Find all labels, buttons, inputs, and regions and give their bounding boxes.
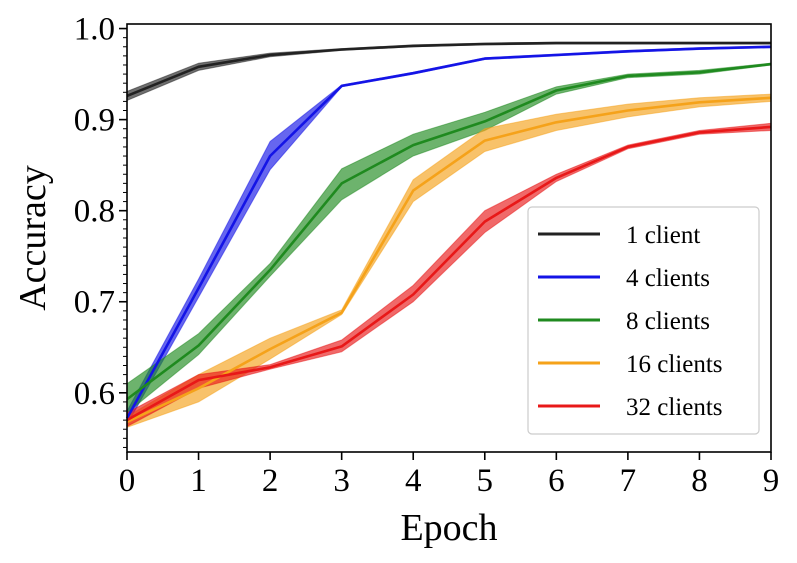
x-axis-label: Epoch bbox=[400, 507, 497, 549]
x-tick-label-1: 1 bbox=[190, 463, 207, 499]
legend-label-4: 16 clients bbox=[626, 351, 723, 378]
x-tick-label-6: 6 bbox=[548, 463, 565, 499]
x-tick-label-4: 4 bbox=[405, 463, 422, 499]
y-tick-label-0.6: 0.6 bbox=[74, 376, 115, 412]
legend: 1 client 4 clients 8 clients 16 clients 32 c… bbox=[527, 206, 760, 435]
x-tick-label-3: 3 bbox=[333, 463, 350, 499]
y-tick-label-0.8: 0.8 bbox=[74, 194, 115, 230]
legend-label-5: 32 clients bbox=[626, 394, 723, 421]
line-series-5 bbox=[126, 125, 772, 422]
legend-label-3: 8 clients bbox=[626, 308, 710, 335]
line-series-4 bbox=[126, 96, 772, 424]
x-tick-label-0: 0 bbox=[119, 463, 136, 499]
x-tick-label-8: 8 bbox=[691, 463, 708, 499]
x-tick-label-5: 5 bbox=[477, 463, 494, 499]
series-lines bbox=[125, 41, 772, 424]
x-tick-label-9: 9 bbox=[763, 463, 780, 499]
legend-box bbox=[527, 206, 760, 435]
y-tick-label-0.9: 0.9 bbox=[74, 103, 115, 139]
line-series-2 bbox=[125, 45, 772, 419]
y-tick-label-1.0: 1.0 bbox=[74, 12, 115, 48]
x-axis: 0 1 2 3 4 5 6 7 8 9 bbox=[119, 452, 780, 499]
x-tick-label-7: 7 bbox=[620, 463, 637, 499]
line-series-1 bbox=[126, 41, 771, 98]
y-axis: 0.6 0.7 0.8 0.9 1.0 bbox=[74, 12, 127, 448]
x-tick-label-2: 2 bbox=[262, 463, 279, 499]
y-axis-label: Accuracy bbox=[12, 165, 54, 311]
legend-label-2: 4 clients bbox=[626, 265, 710, 292]
y-tick-label-0.7: 0.7 bbox=[74, 285, 115, 321]
line-series-3 bbox=[126, 62, 772, 401]
legend-label-1: 1 client bbox=[626, 222, 700, 249]
